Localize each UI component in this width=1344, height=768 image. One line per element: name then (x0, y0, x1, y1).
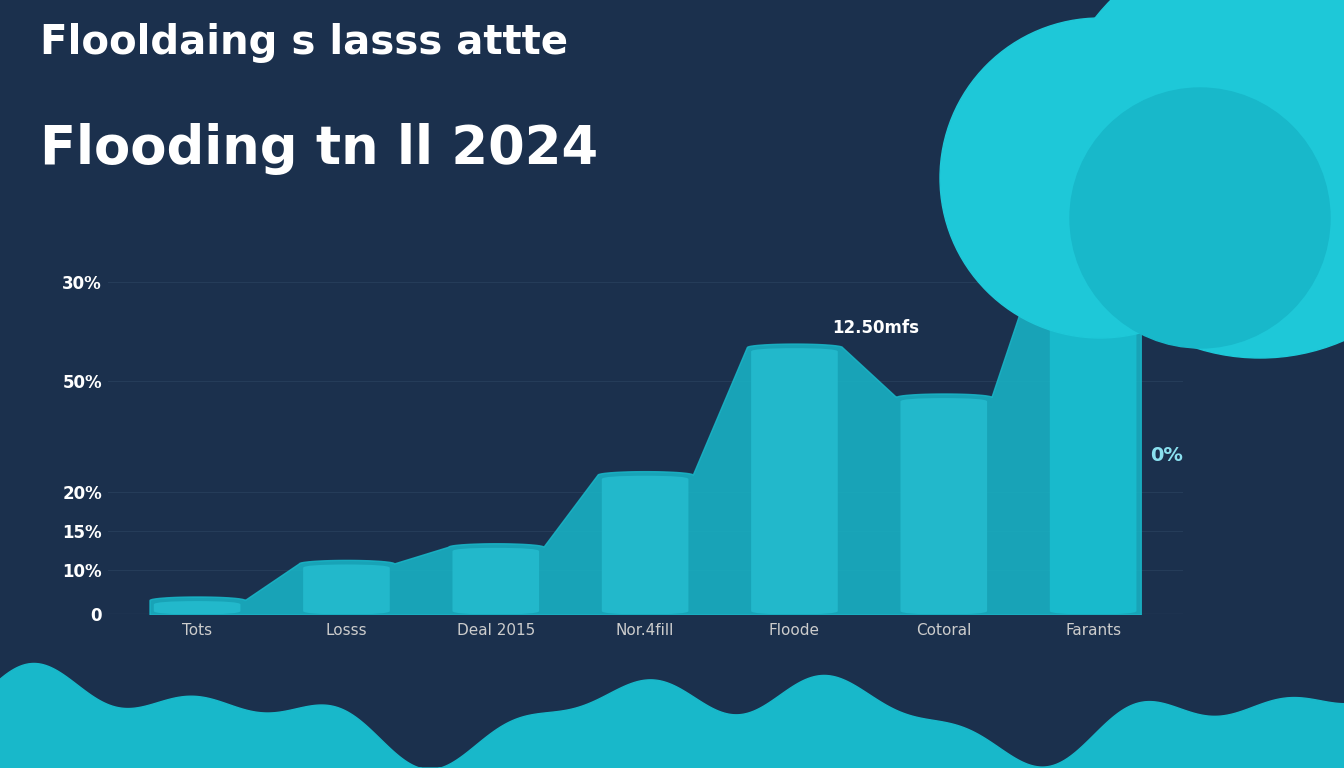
FancyBboxPatch shape (1050, 237, 1137, 614)
Text: 0%: 0% (1150, 446, 1183, 465)
Circle shape (1070, 88, 1331, 348)
Text: 12.50mfs: 12.50mfs (832, 319, 919, 337)
FancyBboxPatch shape (602, 475, 688, 614)
Text: Flooldaing s lasss attte: Flooldaing s lasss attte (40, 23, 569, 63)
FancyBboxPatch shape (304, 564, 390, 614)
Circle shape (1050, 0, 1344, 358)
FancyBboxPatch shape (453, 548, 539, 614)
FancyBboxPatch shape (900, 398, 986, 614)
FancyBboxPatch shape (751, 348, 837, 614)
Circle shape (939, 18, 1261, 338)
Text: Flooding tn ll 2024: Flooding tn ll 2024 (40, 123, 598, 175)
FancyBboxPatch shape (153, 601, 241, 614)
